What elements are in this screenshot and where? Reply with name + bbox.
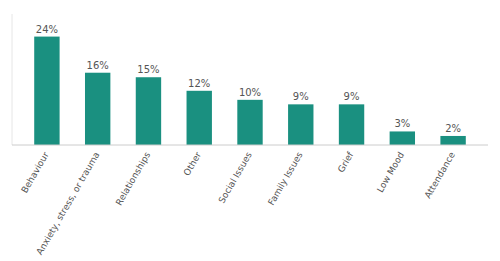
x-axis: [12, 145, 488, 146]
chart-container: 24% 16% 15% 12% 10% 9% 9% 3% 2% BehaviourAnxiety,…: [0, 0, 500, 261]
x-tick-label: Other: [182, 150, 204, 177]
bar: [339, 104, 364, 145]
data-label: 3%: [394, 118, 410, 129]
data-label: 9%: [293, 91, 309, 102]
x-tick-label: Attendance: [422, 150, 457, 200]
x-tick-label: Behaviour: [19, 150, 51, 195]
bar: [288, 104, 313, 145]
x-tick-label: Family Issues: [266, 150, 305, 207]
data-label: 15%: [137, 64, 159, 75]
bars: [34, 37, 466, 145]
x-tick-label: Social Issues: [216, 150, 254, 205]
y-range-line: [12, 14, 13, 145]
data-label: 16%: [87, 60, 109, 71]
bar: [440, 136, 465, 145]
data-label: 2%: [445, 123, 461, 134]
bar: [390, 131, 415, 145]
data-label: 9%: [344, 91, 360, 102]
bar: [136, 77, 161, 145]
bar: [237, 100, 262, 145]
bar: [34, 37, 59, 145]
bar: [85, 73, 110, 145]
bar: [187, 91, 212, 145]
x-tick-label: Anxiety, stress, or trauma: [34, 150, 101, 256]
x-tick-label: Relationships: [114, 150, 153, 207]
data-label: 12%: [188, 78, 210, 89]
x-tick-label: Low Mood: [375, 150, 406, 194]
x-tick-label: Grief: [336, 150, 356, 175]
data-label: 24%: [36, 24, 58, 35]
data-label: 10%: [239, 87, 261, 98]
chart: 24% 16% 15% 12% 10% 9% 9% 3% 2% BehaviourAnxiety,…: [0, 0, 500, 261]
